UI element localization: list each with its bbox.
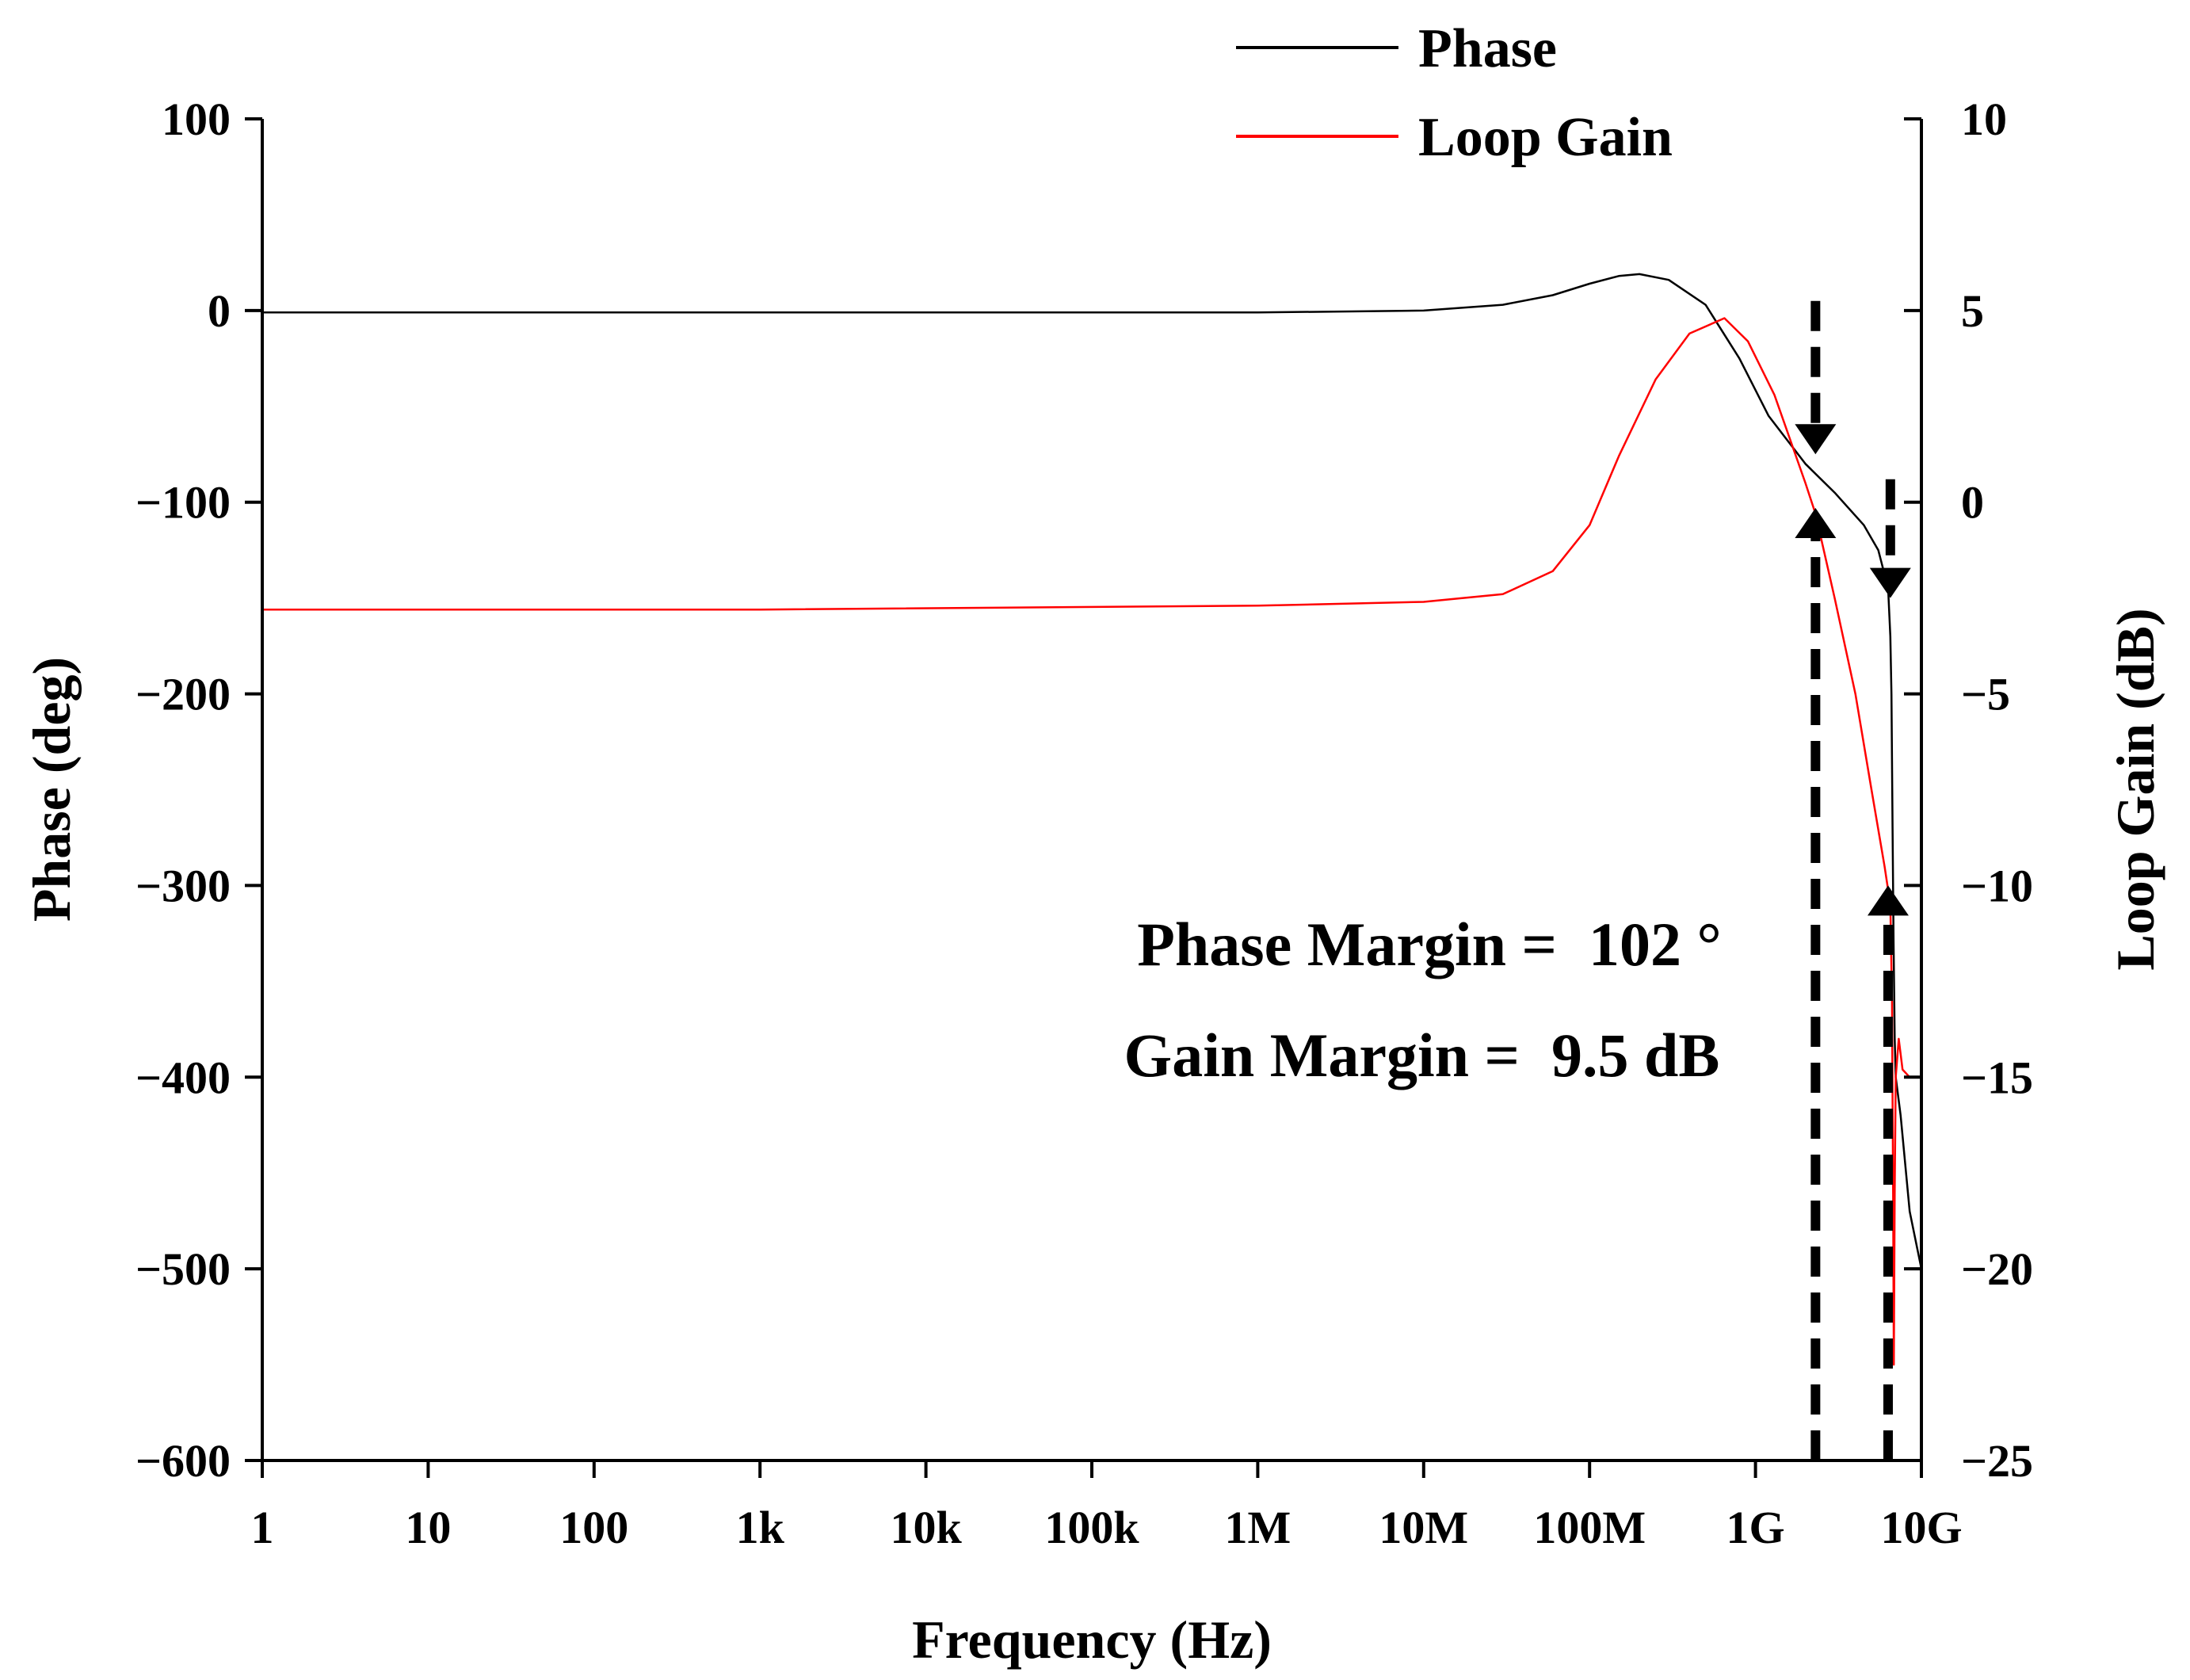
legend-label-loop-gain: Loop Gain [1418, 107, 1673, 168]
x-tick-label: 10 [405, 1502, 451, 1553]
left-y-tick-label: 0 [208, 285, 231, 337]
right-y-tick-label: −5 [1961, 669, 2010, 720]
right-y-tick-label: −10 [1961, 860, 2033, 911]
series-line-phase [262, 273, 1923, 1270]
x-tick-label: 10M [1379, 1502, 1468, 1553]
left-y-tick-label: −300 [135, 860, 231, 911]
x-tick-label: 1k [736, 1502, 785, 1553]
x-tick-label: 100M [1533, 1502, 1646, 1553]
right-y-tick-label: −20 [1961, 1243, 2033, 1295]
x-axis-title: Frequency (Hz) [912, 1609, 1272, 1670]
left-y-tick-label: −100 [135, 477, 231, 529]
x-tick-label: 1M [1225, 1502, 1291, 1553]
margin-arrow-head-2 [1869, 567, 1911, 598]
margin-arrow-head-1 [1795, 424, 1837, 455]
phase-margin-label: Phase Margin = [1137, 910, 1557, 979]
left-y-tick-label: −200 [135, 669, 231, 720]
x-tick-label: 1G [1726, 1502, 1785, 1553]
right-y-axis-title: Loop Gain (dB) [2105, 608, 2165, 970]
margin-arrow-head-3 [1795, 507, 1837, 538]
x-tick-label: 10G [1880, 1502, 1962, 1553]
x-tick-label: 1 [251, 1502, 274, 1553]
margin-arrow-head-4 [1867, 885, 1909, 916]
left-y-tick-label: −600 [135, 1435, 231, 1487]
gain-margin-value: 9.5 dB [1551, 1021, 1719, 1090]
right-y-tick-label: 0 [1961, 477, 1984, 529]
legend: Phase Loop Gain [1236, 18, 1673, 168]
right-y-tick-label: 5 [1961, 285, 1984, 337]
phase-margin-value: 102 ° [1589, 910, 1722, 979]
x-tick-label: 100 [559, 1502, 628, 1553]
series-line-loop-gain [262, 317, 1921, 1366]
right-y-tick-label: −15 [1961, 1052, 2033, 1103]
left-y-tick-label: −400 [135, 1052, 231, 1103]
x-tick-label: 10k [890, 1502, 962, 1553]
right-y-tick-label: 10 [1961, 94, 2007, 145]
legend-label-phase: Phase [1418, 18, 1557, 79]
gain-margin-label: Gain Margin = [1124, 1021, 1520, 1090]
left-y-tick-label: 100 [162, 94, 231, 145]
x-tick-label: 100k [1044, 1502, 1139, 1553]
left-y-tick-label: −500 [135, 1243, 231, 1295]
left-y-axis-title: Phase (deg) [21, 657, 82, 922]
right-y-tick-label: −25 [1961, 1435, 2033, 1487]
